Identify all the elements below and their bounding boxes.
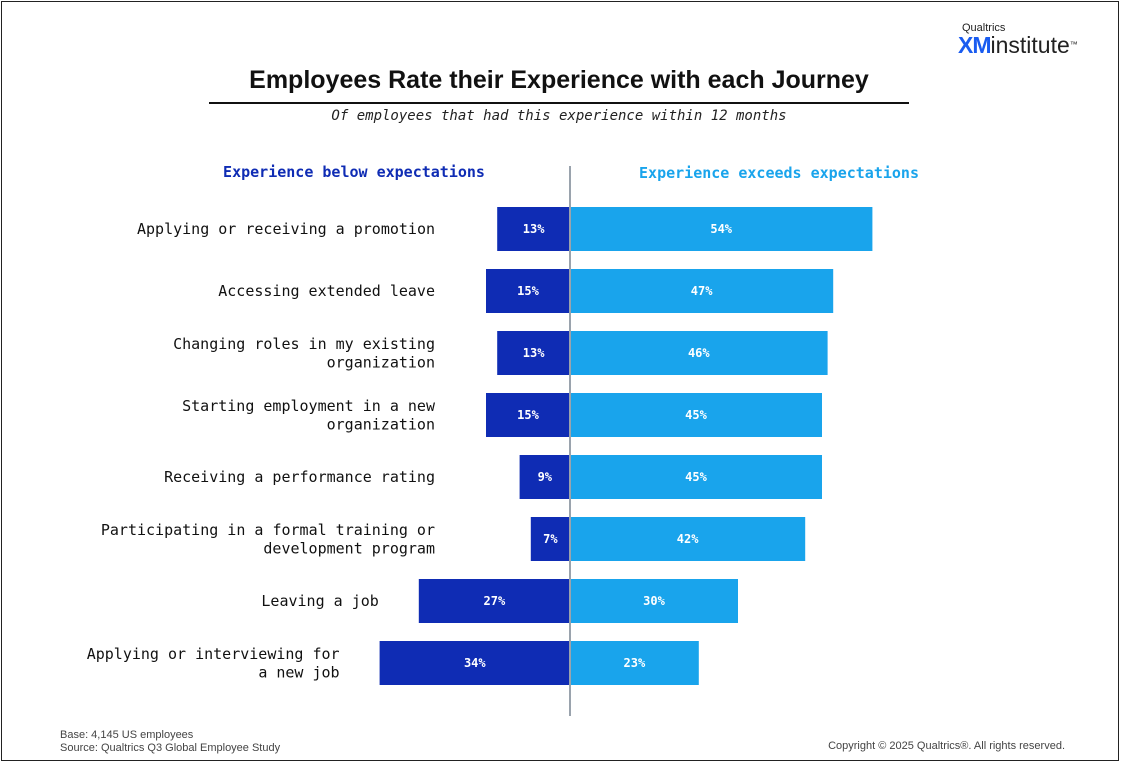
- bar-exceeds-0: [570, 207, 873, 251]
- category-label-line: Participating in a formal training or: [101, 521, 435, 539]
- data-label-exceeds-2: 46%: [688, 346, 710, 360]
- data-label-below-0: 13%: [523, 222, 545, 236]
- category-label-4: Receiving a performance rating: [164, 468, 435, 486]
- category-label-line: organization: [327, 415, 435, 433]
- footer-base: Base: 4,145 US employees: [60, 729, 194, 741]
- logo-xm-text: XM: [958, 32, 991, 58]
- category-label-line: Leaving a job: [261, 592, 378, 610]
- footer-notes: Base: 4,145 US employees Source: Qualtri…: [60, 729, 280, 755]
- bar-below-7: [379, 641, 570, 685]
- data-label-exceeds-6: 30%: [643, 594, 665, 608]
- title-underline: [209, 102, 909, 104]
- bar-below-5: [530, 517, 570, 561]
- category-label-1: Accessing extended leave: [218, 282, 435, 300]
- category-label-line: Receiving a performance rating: [164, 468, 435, 486]
- logo-wordmark: XMinstitute™: [958, 32, 1088, 58]
- data-label-below-5: 7%: [543, 532, 558, 546]
- category-label-5: Participating in a formal training or dev…: [101, 521, 435, 558]
- logo-institute-text: institute: [990, 32, 1070, 58]
- bar-below-1: [486, 269, 570, 313]
- bar-exceeds-6: [570, 579, 738, 623]
- data-label-exceeds-7: 23%: [624, 656, 646, 670]
- data-label-exceeds-1: 47%: [691, 284, 713, 298]
- chart-title: Employees Rate their Experience with eac…: [249, 66, 869, 94]
- category-label-line: Applying or interviewing for: [87, 645, 340, 663]
- category-label-6: Leaving a job: [261, 592, 378, 610]
- data-label-below-4: 9%: [538, 470, 553, 484]
- data-label-below-2: 13%: [523, 346, 545, 360]
- bar-below-3: [486, 393, 570, 437]
- chart-subtitle: Of employees that had this experience wi…: [331, 108, 787, 124]
- category-label-line: development program: [263, 539, 435, 557]
- bar-below-4: [519, 455, 570, 499]
- bar-below-0: [497, 207, 570, 251]
- bar-exceeds-3: [570, 393, 822, 437]
- category-label-line: a new job: [258, 663, 339, 681]
- footer-copyright: Copyright © 2025 Qualtrics®. All rights …: [828, 740, 1065, 752]
- data-label-below-1: 15%: [517, 284, 539, 298]
- bar-exceeds-7: [570, 641, 699, 685]
- category-label-2: Changing roles in my existing organizatio…: [173, 335, 435, 372]
- data-label-exceeds-3: 45%: [685, 408, 707, 422]
- legend-below-expectations: Experience below expectations: [223, 163, 485, 181]
- qualtrics-xm-institute-logo: Qualtrics XMinstitute™: [958, 22, 1088, 58]
- data-label-exceeds-5: 42%: [677, 532, 699, 546]
- bar-below-2: [497, 331, 570, 375]
- bar-exceeds-2: [570, 331, 828, 375]
- category-label-line: Changing roles in my existing: [173, 335, 435, 353]
- footer-source: Source: Qualtrics Q3 Global Employee Stu…: [60, 742, 281, 754]
- bar-exceeds-5: [570, 517, 806, 561]
- bar-exceeds-4: [570, 455, 822, 499]
- category-label-line: Starting employment in a new: [182, 397, 436, 415]
- legend-exceeds-expectations: Experience exceeds expectations: [639, 164, 919, 182]
- category-label-7: Applying or interviewing for a new job: [87, 645, 340, 682]
- bar-below-6: [418, 579, 570, 623]
- data-label-below-7: 34%: [464, 656, 486, 670]
- data-label-exceeds-4: 45%: [685, 470, 707, 484]
- category-label-3: Starting employment in a new organization: [182, 397, 436, 434]
- logo-company-text: Qualtrics: [962, 22, 1006, 34]
- logo-trademark: ™: [1069, 40, 1078, 49]
- category-label-line: organization: [327, 353, 435, 371]
- category-label-0: Applying or receiving a promotion: [137, 220, 435, 238]
- data-label-exceeds-0: 54%: [710, 222, 732, 236]
- data-label-below-3: 15%: [517, 408, 539, 422]
- category-label-line: Applying or receiving a promotion: [137, 220, 435, 238]
- category-label-line: Accessing extended leave: [218, 282, 435, 300]
- bar-exceeds-1: [570, 269, 834, 313]
- data-label-below-6: 27%: [484, 594, 506, 608]
